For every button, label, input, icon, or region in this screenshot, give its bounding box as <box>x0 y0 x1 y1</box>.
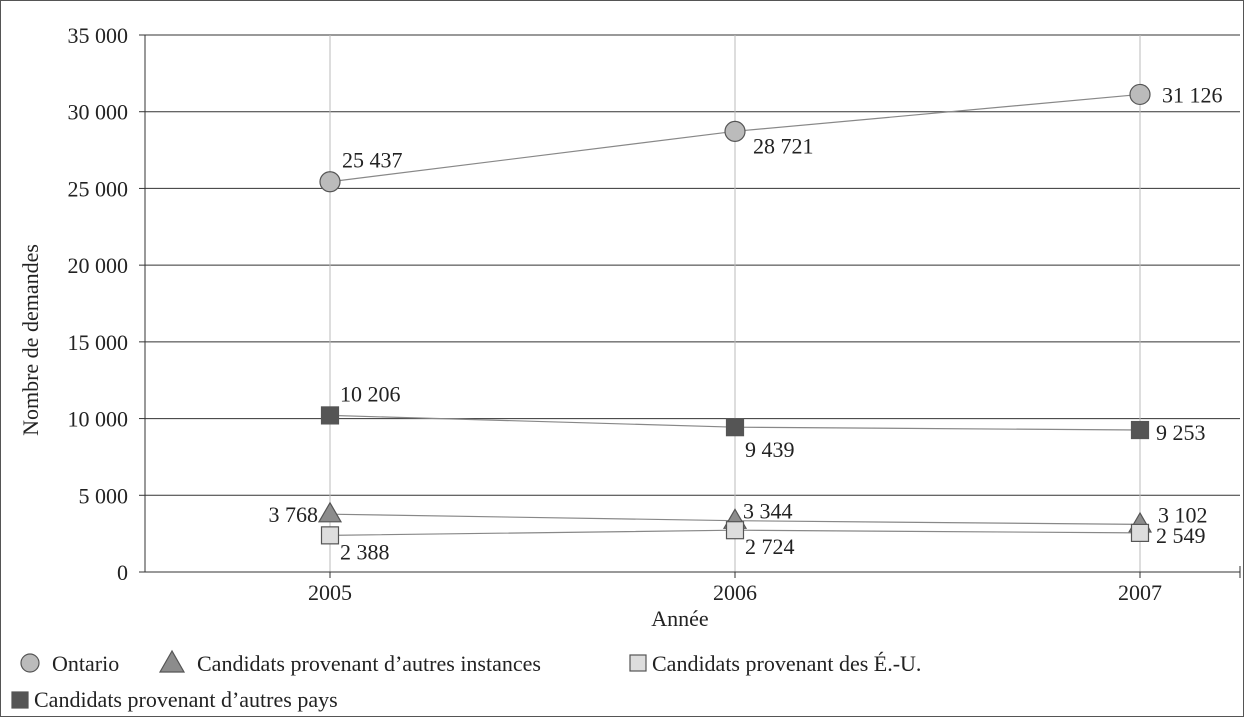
legend: Ontario Candidats provenant d’autres inst… <box>11 649 921 712</box>
y-tick-label: 0 <box>117 560 128 585</box>
data-point-marker <box>1129 83 1151 106</box>
series-1 <box>319 83 1151 193</box>
series-3 <box>320 521 1150 545</box>
data-point-marker <box>1130 523 1150 542</box>
legend-label: Candidats provenant d’autres pays <box>34 687 338 712</box>
legend-circle-icon <box>20 653 40 673</box>
data-label: 2 388 <box>340 539 390 564</box>
legend-item-4: Candidats provenant d’autres pays <box>11 687 338 712</box>
y-tick-label: 5 000 <box>79 483 129 508</box>
y-tick-label: 20 000 <box>68 253 129 278</box>
legend-label: Candidats provenant des É.-U. <box>652 651 921 676</box>
data-label: 2 724 <box>745 534 795 559</box>
data-point-marker <box>320 406 340 425</box>
data-label: 31 126 <box>1162 82 1223 107</box>
data-point-marker <box>1130 420 1150 440</box>
legend-item-3: Candidats provenant des É.-U. <box>629 651 921 676</box>
data-label: 10 206 <box>340 381 401 406</box>
data-label: 3 102 <box>1158 502 1208 527</box>
series-layer <box>317 83 1153 545</box>
data-point-marker <box>319 171 341 193</box>
x-tick-label: 2007 <box>1118 580 1162 605</box>
data-point-marker <box>724 120 746 142</box>
axes <box>139 34 1241 578</box>
x-tick-label: 2006 <box>713 580 757 605</box>
data-label: 9 253 <box>1156 420 1206 445</box>
y-tick-label: 30 000 <box>68 100 129 125</box>
data-label: 3 768 <box>269 502 319 527</box>
data-label: 2 549 <box>1156 523 1206 548</box>
grid-lines <box>145 34 1240 572</box>
y-tick-label: 25 000 <box>68 176 129 201</box>
data-label: 9 439 <box>745 437 795 462</box>
data-label: 25 437 <box>342 148 403 173</box>
legend-label: Ontario <box>52 651 119 676</box>
y-axis-title: Nombre de demandes <box>18 244 43 436</box>
legend-label: Candidats provenant d’autres instances <box>197 651 541 676</box>
legend-triangle-icon <box>158 649 186 673</box>
data-label: 3 344 <box>743 499 793 524</box>
x-tick-label: 2005 <box>308 580 352 605</box>
data-labels: 25 437 28 721 31 126 3 768 3 344 3 102 2 388 2 … <box>269 82 1223 564</box>
y-tick-label: 10 000 <box>68 407 129 432</box>
data-point-marker <box>725 418 745 437</box>
legend-square-icon <box>11 691 29 709</box>
data-label: 28 721 <box>753 133 814 158</box>
data-point-marker <box>725 521 745 540</box>
legend-item-1: Ontario <box>20 651 119 676</box>
series-4 <box>320 406 1150 440</box>
tick-labels: 0 5 000 10 000 15 000 20 000 25 000 30 000 35 0… <box>68 23 1163 605</box>
x-axis-title: Année <box>651 606 708 631</box>
data-point-marker <box>320 526 340 545</box>
data-point-marker <box>317 501 343 523</box>
legend-square-icon <box>629 654 647 672</box>
y-tick-label: 15 000 <box>68 330 129 355</box>
y-tick-label: 35 000 <box>68 23 129 48</box>
legend-item-2: Candidats provenant d’autres instances <box>158 649 541 676</box>
